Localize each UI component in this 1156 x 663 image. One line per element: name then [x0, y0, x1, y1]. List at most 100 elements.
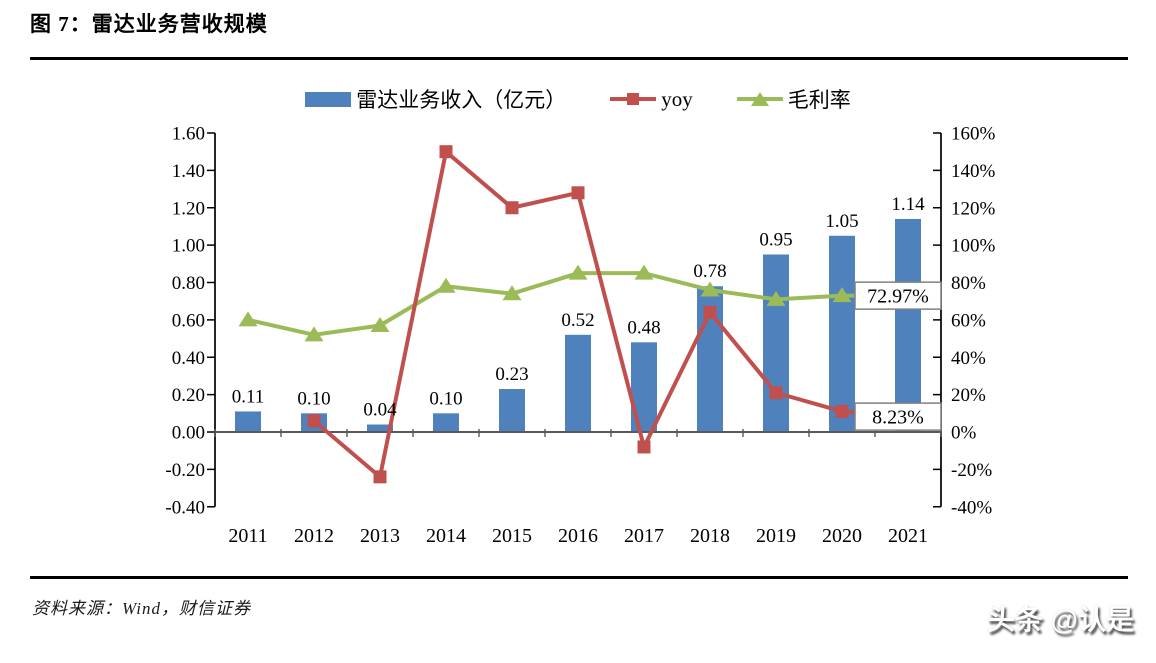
legend-item-margin: 毛利率 — [736, 84, 851, 114]
margin-triangle-marker-icon — [750, 92, 769, 106]
bar-label-2018: 0.78 — [693, 261, 726, 282]
x-tick-label-2019: 2019 — [756, 525, 796, 547]
x-tick-label-2018: 2018 — [690, 525, 730, 547]
bar-2016 — [565, 334, 591, 432]
right-tick-label: -40% — [951, 497, 992, 518]
gross-margin-line-marker — [766, 290, 786, 306]
left-tick-label: 0.60 — [172, 310, 205, 331]
gross-margin-line-marker — [700, 281, 720, 297]
legend-label-yoy: yoy — [661, 86, 693, 111]
bar-series-swatch-icon — [305, 91, 352, 107]
right-tick-label: 160% — [951, 124, 996, 145]
bar-2015 — [499, 389, 525, 432]
x-tick-label-2012: 2012 — [294, 525, 334, 547]
yoy-line-marker — [769, 386, 783, 400]
gross-margin-line-marker — [238, 311, 258, 327]
gross-margin-line — [238, 264, 918, 342]
yoy-line-marker — [373, 470, 387, 484]
left-tick-label: 1.20 — [172, 198, 205, 219]
right-tick-label: 100% — [951, 236, 996, 257]
x-tick-label-2016: 2016 — [558, 525, 598, 547]
yoy-line-swatch-icon — [610, 91, 657, 107]
left-tick-label: 0.20 — [172, 385, 205, 406]
right-tick-label: 120% — [951, 198, 996, 219]
left-tick-label: 1.00 — [172, 236, 205, 257]
x-tick-label-2013: 2013 — [360, 525, 400, 547]
bar-label-2017: 0.48 — [627, 317, 660, 338]
bar-value-labels: 0.11 0.10 0.04 0.10 0.23 0.52 0.48 0.78 0.95 1.05… — [232, 194, 925, 421]
yoy-line-marker — [703, 305, 717, 319]
legend-label-margin: 毛利率 — [787, 88, 851, 112]
bar-2014 — [433, 413, 459, 432]
bar-label-2019: 0.95 — [759, 229, 792, 250]
bar-2021 — [895, 218, 921, 432]
watermark: 头条 @认是 — [986, 604, 1134, 635]
legend-label-revenue: 雷达业务收入（亿元） — [356, 88, 567, 112]
gross-margin-line-marker — [304, 326, 324, 342]
right-tick-label: 20% — [951, 385, 986, 406]
yoy-line-marker — [835, 404, 849, 418]
gross-margin-line-marker — [832, 287, 852, 303]
left-tick-label: 1.60 — [172, 124, 205, 145]
bar-2011 — [235, 411, 261, 432]
x-tick-label-2011: 2011 — [228, 525, 267, 547]
right-tick-label: 60% — [951, 310, 986, 331]
right-tick-label: 140% — [951, 161, 996, 182]
bar-2019 — [763, 254, 789, 432]
left-tick-label: 1.40 — [172, 161, 205, 182]
left-tick-label: 0.80 — [172, 273, 205, 294]
left-tick-label: 0.40 — [172, 348, 205, 369]
right-axis-labels: 160% 140% 120% 100% 80% 60% 40% 20% 0% -20% -40% — [951, 124, 996, 519]
yoy-line-marker — [571, 186, 585, 200]
毛利率-end-label: 72.97% — [867, 286, 929, 308]
yoy-line-marker — [505, 201, 519, 215]
gross-margin-line-marker — [634, 264, 654, 280]
x-tick-label-2020: 2020 — [822, 525, 862, 547]
bar-2013 — [367, 424, 393, 432]
chart-legend: 雷达业务收入（亿元） yoy 毛利率 — [215, 86, 941, 112]
x-axis-labels: 2011 2012 2013 2014 2015 2016 2017 2018 2019 2020… — [228, 525, 928, 547]
right-tick-label: 80% — [951, 273, 986, 294]
bottom-rule — [30, 576, 1128, 579]
yoy-end-label-box — [854, 402, 942, 431]
gross-margin-line-marker — [370, 316, 390, 332]
source-note: 资料来源：Wind，财信证券 — [32, 599, 251, 618]
bar-label-2015: 0.23 — [495, 364, 528, 385]
yoy-line-marker — [439, 145, 453, 159]
gross-margin-line-marker — [436, 277, 456, 293]
left-tick-label: 0.00 — [172, 423, 205, 444]
yoy-square-marker-icon — [627, 93, 640, 105]
left-tick-label: -0.20 — [165, 460, 205, 481]
top-rule — [30, 57, 1128, 60]
right-tick-label: 40% — [951, 348, 986, 369]
bar-label-2012: 0.10 — [297, 388, 330, 409]
bar-label-2020: 1.05 — [825, 211, 858, 232]
yoy-end-label: 8.23% — [872, 407, 924, 429]
right-tick-label: -20% — [951, 460, 992, 481]
figure-title: 图 7：雷达业务营收规模 — [30, 12, 268, 36]
right-tick-label: 0% — [951, 423, 977, 444]
x-tick-label-2015: 2015 — [492, 525, 532, 547]
gross-margin-line-marker — [502, 285, 522, 301]
x-tick-label-2017: 2017 — [624, 525, 664, 547]
margin-line-swatch-icon — [736, 91, 783, 107]
bar-label-2011: 0.11 — [232, 386, 265, 407]
x-tick-label-2021: 2021 — [888, 525, 928, 547]
yoy-line-marker — [637, 440, 651, 454]
legend-item-revenue: 雷达业务收入（亿元） — [305, 84, 566, 114]
left-axis-labels: 1.60 1.40 1.20 1.00 0.80 0.60 0.40 0.20 0.00 -0.2… — [165, 124, 205, 519]
yoy-line-marker — [307, 414, 321, 428]
bar-2020 — [829, 235, 855, 432]
x-tick-label-2014: 2014 — [426, 525, 466, 547]
bar-label-2016: 0.52 — [561, 310, 594, 331]
gross-margin-line-marker — [568, 264, 588, 280]
legend-item-yoy: yoy — [610, 87, 693, 112]
axes — [207, 132, 942, 508]
left-tick-label: -0.40 — [165, 497, 205, 518]
bar-label-2021: 1.14 — [891, 194, 925, 215]
bar-label-2013: 0.04 — [363, 400, 397, 421]
bar-label-2014: 0.10 — [429, 388, 462, 409]
毛利率-end-label-box — [854, 281, 942, 310]
